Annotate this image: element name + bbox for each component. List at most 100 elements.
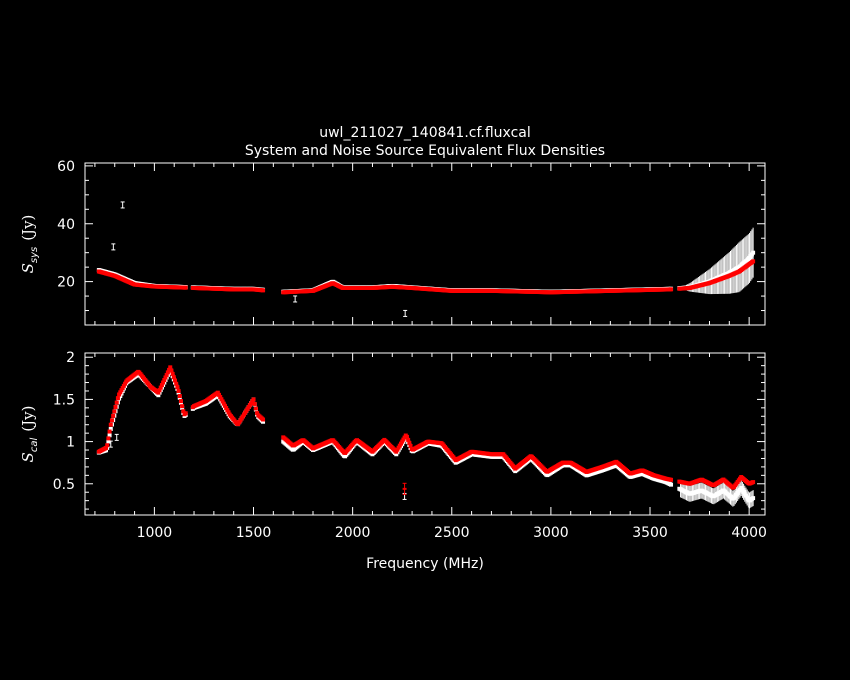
- data-point: [111, 413, 116, 418]
- data-point: [183, 285, 188, 290]
- data-point: [183, 411, 188, 416]
- data-point: [106, 436, 111, 441]
- data-point: [253, 406, 258, 411]
- data-point: [226, 410, 231, 415]
- data-point: [251, 397, 256, 402]
- data-point: [751, 496, 756, 501]
- data-point: [406, 437, 411, 442]
- data-point: [156, 390, 161, 395]
- data-point: [165, 370, 170, 375]
- data-point: [218, 395, 223, 400]
- data-point: [170, 371, 175, 376]
- data-point: [162, 378, 167, 382]
- data-point: [169, 368, 174, 373]
- data-point: [181, 409, 186, 414]
- data-point: [219, 397, 224, 402]
- data-point: [220, 399, 225, 404]
- data-point: [106, 439, 111, 444]
- data-point: [669, 477, 674, 482]
- y-tick-label: 40: [57, 217, 75, 233]
- data-point: [167, 367, 172, 372]
- data-point: [175, 385, 180, 390]
- data-point: [215, 390, 220, 395]
- ssys-ylabel: Ssys(Jy): [19, 215, 40, 274]
- y-tick-label: 1: [66, 435, 75, 451]
- data-point: [261, 419, 266, 424]
- data-point: [117, 392, 122, 397]
- data-point: [107, 433, 112, 438]
- x-tick-label: 1000: [137, 525, 173, 541]
- data-point: [176, 388, 181, 393]
- data-point: [121, 383, 126, 388]
- y-tick-label: 20: [57, 275, 75, 291]
- data-point: [394, 449, 399, 454]
- ssys-frame: [84, 162, 766, 326]
- data-point: [107, 429, 112, 434]
- data-point: [108, 426, 113, 431]
- data-point: [157, 388, 162, 393]
- data-point: [669, 287, 674, 292]
- data-point: [224, 406, 229, 411]
- data-point: [408, 443, 413, 448]
- x-tick-label: 4000: [731, 525, 767, 541]
- data-point: [156, 393, 161, 398]
- series-red-points: [96, 259, 756, 295]
- x-tick-label: 3000: [533, 525, 569, 541]
- x-tick-label: 1500: [236, 525, 272, 541]
- ssys-panel: 20 40 60 Ssys(Jy): [19, 159, 766, 326]
- data-point: [399, 441, 404, 446]
- x-axis-label: Frequency (MHz): [366, 556, 484, 572]
- data-point: [168, 365, 173, 370]
- data-point: [105, 443, 110, 448]
- series-red-points: [96, 365, 756, 495]
- data-point: [115, 396, 120, 401]
- data-point: [120, 386, 125, 391]
- data-point: [104, 445, 109, 450]
- data-point: [163, 375, 168, 380]
- y-tick-label: 0.5: [53, 477, 75, 493]
- data-point: [161, 380, 166, 385]
- data-point: [222, 403, 227, 408]
- data-point: [225, 408, 230, 413]
- data-point: [397, 443, 402, 448]
- data-point: [404, 434, 409, 439]
- data-point: [400, 439, 405, 444]
- chart-title: uwl_211027_140841.cf.fluxcal: [319, 125, 531, 141]
- data-point: [119, 388, 124, 393]
- data-point: [114, 400, 119, 405]
- data-point: [171, 375, 176, 380]
- data-point: [158, 385, 163, 390]
- data-point: [261, 417, 266, 422]
- data-point: [221, 401, 226, 406]
- data-point: [401, 437, 406, 442]
- scal-panel: 1000 1500 2000 2500 3000 3500 4000 0.5 1 1.5 2 Sca…: [19, 350, 767, 572]
- data-point: [178, 399, 183, 404]
- data-point: [396, 445, 401, 450]
- data-point: [669, 482, 674, 487]
- data-point: [180, 404, 185, 409]
- y-tick-label: 2: [66, 350, 75, 366]
- data-point: [164, 372, 169, 377]
- y-tick-label: 60: [57, 159, 75, 175]
- data-point: [159, 383, 164, 388]
- x-tick-label: 3500: [632, 525, 668, 541]
- data-point: [395, 447, 400, 452]
- chart-subtitle: System and Noise Source Equivalent Flux …: [245, 143, 605, 159]
- x-tick-label: 2500: [434, 525, 470, 541]
- data-point: [108, 422, 113, 427]
- data-point: [255, 411, 260, 416]
- y-tick-label: 1.5: [53, 392, 75, 408]
- data-point: [252, 401, 257, 406]
- data-point: [112, 409, 117, 414]
- data-point: [751, 250, 756, 255]
- data-point: [173, 378, 178, 383]
- data-point: [123, 381, 128, 386]
- data-point: [751, 259, 756, 264]
- data-point: [402, 435, 407, 440]
- data-point: [751, 480, 756, 485]
- data-point: [109, 418, 114, 423]
- x-tick-label: 2000: [335, 525, 371, 541]
- data-point: [174, 381, 179, 386]
